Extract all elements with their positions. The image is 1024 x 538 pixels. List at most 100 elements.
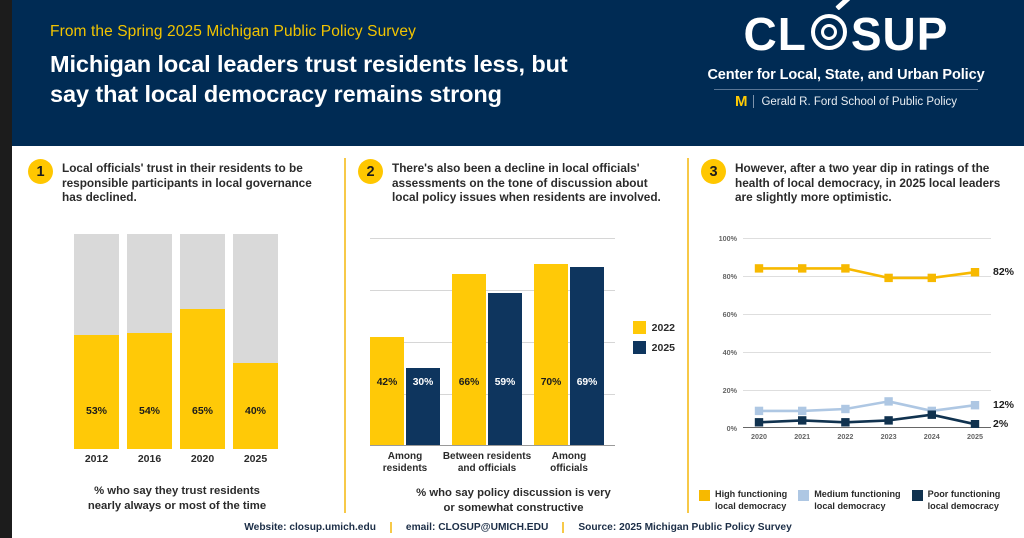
bar-value-label: 53% [85,405,107,417]
footer-source: Source: 2025 Michigan Public Policy Surv… [578,522,792,533]
panel-1-caption-line-1: % who say they trust residents [94,485,260,497]
data-line [759,267,976,280]
bar-column: 65% [180,234,225,449]
panel-2-callout-text: There's also been a decline in local off… [392,161,661,205]
data-point-marker [841,264,850,273]
data-point-marker [754,406,764,416]
legend-label-line-2: local democracy [927,500,999,511]
magnifier-icon [807,0,851,56]
legend-swatch [632,341,646,354]
panel-3-number-badge: 3 [701,159,726,184]
panel-divider-1 [344,158,346,513]
data-point-marker [970,268,980,277]
bar-value-label: 59% [494,377,516,388]
legend-item: Poor functioning local democracy [911,489,1001,512]
bar-value-label: 30% [412,377,434,388]
closup-logo: CL SUP Center for Local, State, and Urba… [696,0,996,110]
bar: 66% [452,274,486,446]
panel-1: 1 Local officials' trust in their reside… [12,146,342,538]
panel-1-caption: % who say they trust residents nearly al… [32,484,322,513]
legend-label: Poor functioning local democracy [928,489,1001,512]
bar: 70% [534,264,568,446]
data-point-marker [841,418,850,427]
legend-label: 2022 [651,321,675,334]
panel-2-number-badge: 2 [358,159,383,184]
data-point-marker [884,397,893,406]
y-axis-tick-label: 0% [726,424,737,433]
legend-label: 2025 [651,341,675,354]
bar-value-label: 40% [244,405,266,417]
gridline [743,238,991,239]
logo-vertical-divider [753,95,755,108]
legend-swatch [911,490,923,501]
footer-separator-1 [389,522,392,533]
footer-website[interactable]: Website: closup.umich.edu [244,522,376,533]
x-axis-label: and officials [457,463,517,474]
data-point-marker [798,264,807,273]
bar: 59% [488,292,522,446]
legend-label: Medium functioning local democracy [814,489,900,512]
bar-value-label: 54% [138,405,160,417]
bar-fill: 40% [233,363,278,449]
panel-1-callout-text: Local officials' trust in their resident… [62,161,312,205]
data-point-marker [927,273,936,283]
legend-item: 2025 [632,341,675,354]
bar-value-label: 69% [576,377,598,388]
wordmark-suffix: SUP [850,8,949,60]
y-axis-tick-label: 100% [718,234,737,243]
legend-swatch [699,490,710,501]
x-axis-tick-label: 2020 [751,432,767,441]
gridline [370,238,615,239]
x-axis-label: residents [382,463,428,474]
gridline [743,352,991,353]
footer-email[interactable]: email: CLOSUP@UMICH.EDU [405,522,549,533]
data-line [758,413,976,426]
footer-bar: Website: closup.umich.edu email: CLOSUP@… [12,522,1024,538]
bar-column: 53% [74,234,119,449]
legend-label-line-1: High functioning [715,489,788,499]
x-axis-line [370,445,615,446]
bar-column: 54% [127,234,172,449]
data-point-marker [841,404,850,414]
x-axis-tick-label: 2024 [923,432,940,441]
bar: 30% [406,368,440,446]
bar-fill: 65% [180,309,225,449]
y-axis-tick-label: 20% [722,386,737,395]
x-axis-label: Among [387,451,423,462]
panel-1-caption-line-2: nearly always or most of the time [87,499,267,512]
panel-3-callout-text: However, after a two year dip in ratings… [735,161,1001,205]
plot-area [743,238,991,428]
gridline [743,314,991,315]
footer-separator-2 [562,522,565,533]
y-axis-tick-label: 80% [722,272,737,281]
y-axis-tick-label: 60% [722,310,737,319]
data-point-marker [884,273,893,283]
bar-value-label: 70% [540,377,562,388]
x-axis-label: Among [551,451,587,462]
header-eyebrow: From the Spring 2025 Michigan Public Pol… [50,23,416,40]
panel-2: 2 There's also been a decline in local o… [342,146,685,538]
x-axis-tick-label: 2022 [837,432,854,441]
x-axis-tick-label: 2025 [967,432,983,441]
bar-value-label: 65% [191,405,213,417]
panel-2-caption: % who say policy discussion is very or s… [360,486,667,515]
panel-divider-2 [687,158,689,513]
panel-1-number-badge: 1 [28,159,53,184]
x-axis-label: 2020 [190,453,215,465]
bar: 42% [370,336,404,446]
legend-swatch [798,490,810,501]
data-line [759,400,976,413]
um-block-m-icon: M [734,93,747,110]
bar-value-label: 42% [376,377,398,388]
legend-item: 2022 [632,321,675,334]
panels-area: 1 Local officials' trust in their reside… [12,146,1024,538]
x-axis-group-label: Among residents [358,451,452,475]
bar-value-label: 66% [458,377,480,388]
data-point-marker [754,264,764,273]
closup-wordmark: CL SUP [696,0,996,60]
series-end-label: 12% [993,399,1015,412]
panel-1-callout: 1 Local officials' trust in their reside… [28,159,330,205]
data-point-marker [970,401,980,410]
x-axis-label: 2016 [137,453,162,465]
gridline [743,390,991,391]
